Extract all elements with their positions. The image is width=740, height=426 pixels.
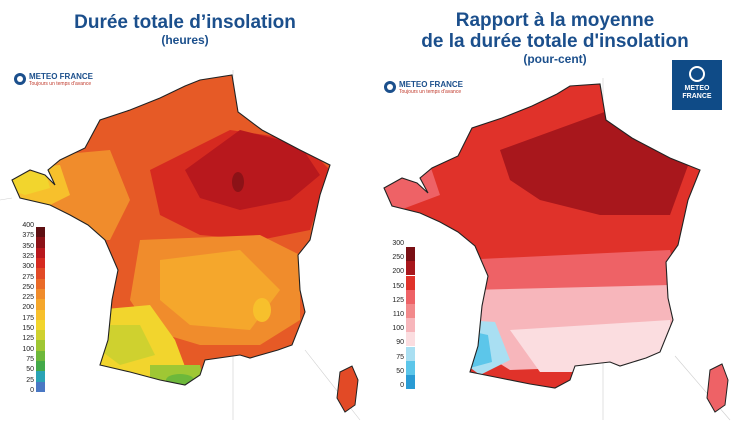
hours-legend-label: 350	[22, 242, 34, 250]
hours-legend-swatch	[36, 361, 45, 372]
left-subtitle: (heures)	[161, 33, 209, 47]
ratio-legend-label: 250	[392, 254, 404, 262]
ratio-legend-label: 90	[396, 339, 404, 347]
logo-name-right: METEO FRANCE	[399, 80, 463, 89]
france-outline	[11, 74, 331, 386]
hours-legend-swatch	[36, 258, 45, 269]
ratio-legend-label: 0	[400, 382, 404, 389]
hours-legend-label: 150	[22, 325, 34, 332]
hours-legend-swatch	[36, 330, 45, 341]
sunshine-shading	[12, 75, 330, 385]
hours-legend-swatch	[36, 247, 45, 259]
right-title-line1: Rapport à la moyenne	[455, 10, 655, 31]
right-subtitle: (pour-cent)	[523, 52, 587, 66]
logo-tagline-left: Toujours un temps d'avance	[29, 81, 92, 87]
ratio-shading	[384, 84, 700, 388]
hours-legend-swatch	[36, 371, 45, 382]
meteo-france-logo-left: METEO FRANCE Toujours un temps d'avance	[14, 72, 93, 87]
hours-legend-label: 375	[22, 232, 34, 240]
hours-legend-swatch	[36, 319, 45, 331]
ratio-legend-label: 110	[392, 311, 404, 318]
meteo-france-badge: METEO FRANCE	[672, 60, 722, 110]
meteo-france-logo-icon	[14, 73, 26, 85]
hours-legend-label: 100	[22, 345, 34, 353]
hours-legend-swatch	[36, 381, 45, 392]
hours-legend-label: 75	[26, 355, 34, 363]
sunshine-hours-map	[0, 70, 361, 421]
ratio-legend-swatch	[406, 360, 415, 375]
hours-legend-swatch	[36, 278, 45, 289]
hours-legend-label: 400	[22, 222, 34, 229]
hours-legend-label: 50	[26, 366, 34, 374]
ratio-legend-swatch	[406, 303, 415, 319]
ratio-legend-label: 50	[396, 367, 404, 375]
hours-legend-label: 300	[22, 263, 34, 271]
hours-legend-swatch	[36, 299, 45, 310]
ratio-legend-swatch	[406, 247, 415, 262]
hours-legend-swatch	[36, 288, 45, 300]
corsica	[336, 365, 359, 413]
ratio-legend-swatch	[406, 275, 415, 290]
hours-legend-label: 25	[26, 376, 34, 384]
hours-legend-label: 275	[22, 273, 34, 281]
ratio-legend-swatch	[406, 318, 415, 333]
logo-tagline-right: Toujours un temps d'avance	[399, 89, 462, 95]
ratio-legend-swatch	[406, 332, 415, 347]
ratio-legend-swatch	[406, 289, 415, 304]
hours-legend-label: 225	[22, 294, 34, 302]
ratio-legend-swatch	[406, 346, 415, 361]
left-title: Durée totale d’insolation	[74, 12, 296, 33]
meteo-france-badge-icon	[689, 66, 705, 82]
right-map-title: Rapport à la moyenne de la durée totale …	[370, 10, 740, 66]
hours-legend-label: 125	[22, 335, 34, 343]
hours-legend-swatch	[36, 350, 45, 362]
hours-legend-swatch	[36, 309, 45, 320]
sunshine-ratio-map	[383, 78, 731, 421]
hours-legend-swatch	[36, 227, 45, 238]
badge-line2: FRANCE	[682, 93, 712, 100]
hours-legend-label: 250	[22, 283, 34, 291]
sunshine-duration-panel: Durée totale d’insolation (heures) METEO…	[0, 12, 370, 421]
hours-legend-swatch	[36, 237, 45, 248]
hours-legend-label: 200	[22, 304, 34, 312]
left-map-title: Durée totale d’insolation (heures)	[0, 12, 370, 47]
ratio-legend-label: 200	[392, 268, 404, 276]
right-title-line2: de la durée totale d'insolation	[421, 31, 689, 52]
sunshine-ratio-panel: Rapport à la moyenne de la durée totale …	[370, 0, 740, 426]
ratio-legend-swatch	[406, 374, 415, 390]
hours-legend-label: 325	[22, 252, 34, 260]
ratio-legend-label: 100	[392, 325, 404, 333]
hours-legend-label: 0	[30, 386, 34, 394]
badge-line1: METEO	[684, 85, 710, 92]
hours-legend-swatch	[36, 268, 45, 279]
ratio-legend-swatch	[406, 261, 415, 276]
meteo-france-logo-icon	[384, 81, 396, 93]
france-outline	[383, 83, 701, 389]
ratio-legend-label: 125	[392, 296, 404, 304]
hours-legend-swatch	[36, 340, 45, 351]
meteo-france-logo-right: METEO FRANCE Toujours un temps d'avance	[384, 80, 463, 95]
ratio-legend-label: 75	[396, 353, 404, 361]
ratio-legend-label: 150	[392, 282, 404, 290]
corsica	[706, 363, 729, 413]
logo-name-left: METEO FRANCE	[29, 72, 93, 81]
ratio-legend-label: 300	[392, 240, 404, 247]
hours-legend-label: 175	[22, 314, 34, 322]
